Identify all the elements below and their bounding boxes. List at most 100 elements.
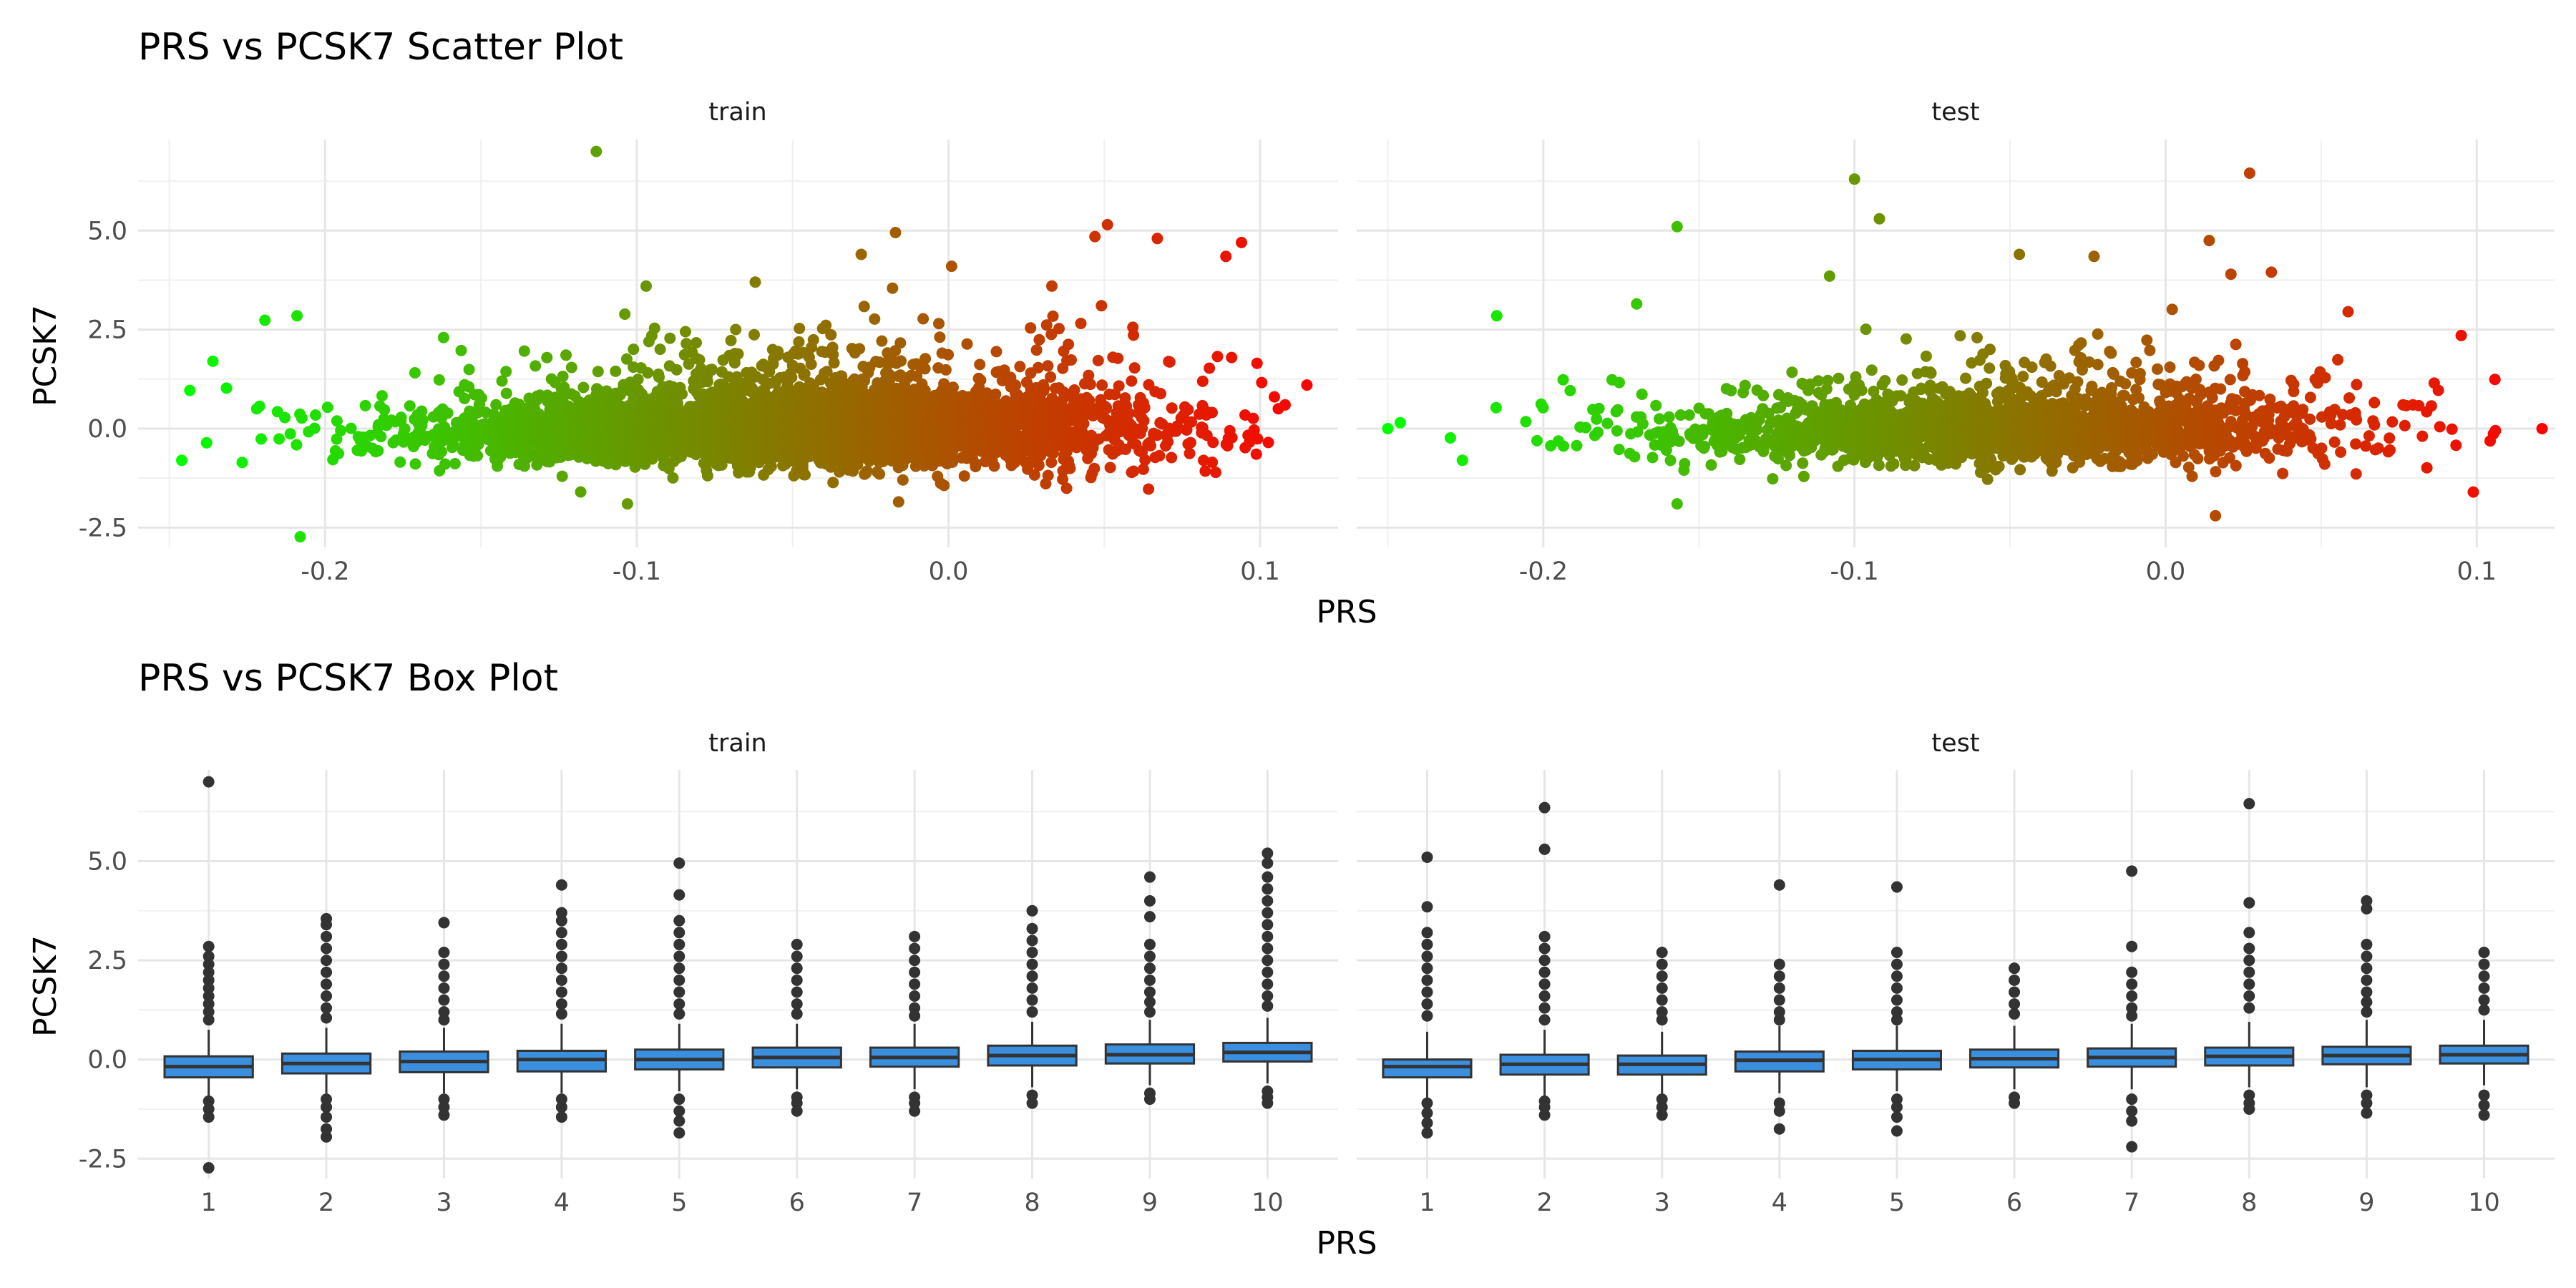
scatter-point [1089, 230, 1101, 243]
scatter-point [590, 145, 602, 157]
scatter-point [1490, 401, 1502, 414]
scatter-point [1683, 409, 1695, 421]
scatter-point [854, 343, 866, 355]
scatter-point [640, 280, 652, 292]
scatter-point [1166, 452, 1178, 464]
scatter-point [855, 248, 867, 260]
scatter-point [610, 365, 622, 377]
x-tick-label: 0.0 [929, 557, 969, 586]
scatter-point [1046, 280, 1058, 292]
scatter-point [1096, 379, 1108, 391]
scatter-point [1855, 384, 1868, 396]
scatter-point [942, 348, 955, 361]
scatter-point [1206, 457, 1219, 468]
scatter-point [1060, 482, 1073, 494]
scatter-point [1636, 418, 1649, 430]
scatter-point [1104, 462, 1116, 474]
scatter-point [1611, 404, 1624, 416]
scatter-point [772, 348, 784, 361]
scatter-point [1210, 467, 1221, 479]
scatter-point [439, 458, 451, 470]
scatter-point [1557, 374, 1569, 386]
scatter-point [974, 358, 986, 371]
scatter-point [940, 364, 952, 376]
scatter-point [1860, 323, 1872, 336]
scatter-point [1064, 462, 1076, 474]
scatter-point [1139, 454, 1151, 466]
scatter-point [1734, 454, 1746, 465]
scatter-point [475, 392, 487, 404]
scatter-point [1394, 416, 1406, 429]
scatter-point [500, 387, 512, 399]
scatter-point [654, 343, 666, 356]
scatter-point [1262, 436, 1274, 449]
scatter-point [447, 439, 459, 451]
scatter-point [1112, 352, 1124, 364]
scatter-point [619, 308, 631, 320]
y-tick-label: -2.5 [79, 514, 127, 542]
scatter-point [749, 276, 761, 288]
scatter-point [1739, 379, 1751, 391]
scatter-point [1143, 483, 1155, 495]
scatter-point [1699, 440, 1710, 452]
scatter-point [1163, 356, 1176, 368]
scatter-point [988, 460, 1000, 472]
scatter-point [1679, 458, 1691, 469]
scatter-point [518, 345, 530, 357]
scatter-point [706, 364, 718, 376]
scatter-point [701, 376, 713, 388]
scatter-point [1631, 298, 1643, 310]
scatter-point [359, 399, 371, 411]
scatter-point [1654, 413, 1665, 425]
scatter-point [1128, 362, 1141, 374]
scatter-point [1580, 421, 1591, 434]
scatter-point [500, 366, 512, 378]
scatter-point [472, 449, 484, 462]
scatter-point [1128, 329, 1140, 341]
scatter-point [1025, 322, 1037, 334]
scatter-point [1646, 452, 1659, 464]
scatter-point [1456, 454, 1468, 467]
x-tick-label: -0.2 [301, 557, 349, 586]
scatter-point [557, 371, 569, 382]
scatter-point [1780, 459, 1792, 472]
scatter-point [556, 470, 568, 482]
scatter-point [990, 346, 1002, 358]
scatter-point [1145, 439, 1156, 452]
scatter-point [463, 364, 475, 376]
scatter-point [1042, 360, 1054, 372]
scatter-point [1564, 384, 1576, 396]
scatter-point [1601, 417, 1614, 429]
scatter-point [1033, 333, 1045, 346]
scatter-point [333, 447, 345, 459]
scatter-point [372, 444, 384, 457]
scatter-point [990, 389, 1002, 400]
scatter-point [439, 421, 451, 433]
scatter-point [961, 338, 973, 350]
scatter-point [680, 338, 693, 350]
scatter-point [308, 422, 321, 434]
scatter-point [1092, 354, 1104, 366]
scatter-point [919, 384, 931, 396]
scatter-point [670, 364, 683, 376]
scatter-point [1823, 270, 1835, 282]
scatter-point [1065, 354, 1077, 366]
scatter-point [975, 374, 987, 386]
scatter-point [1063, 338, 1075, 351]
scatter-point [834, 466, 845, 478]
scatter-point [1088, 462, 1101, 474]
scatter-point [1671, 498, 1683, 510]
scatter-point [279, 411, 291, 424]
x-tick-label: 0.1 [2457, 557, 2497, 586]
scatter-point [1269, 391, 1280, 403]
scatter-point [1491, 310, 1503, 322]
scatter-point [1047, 310, 1059, 322]
scatter-point [530, 360, 542, 372]
scatter-point [1822, 374, 1834, 386]
scatter-point [291, 310, 303, 322]
scatter-point [259, 314, 271, 326]
scatter-point [291, 439, 303, 451]
scatter-point [1128, 465, 1140, 477]
scatter-point [632, 374, 644, 386]
scatter-point [1382, 423, 1394, 434]
